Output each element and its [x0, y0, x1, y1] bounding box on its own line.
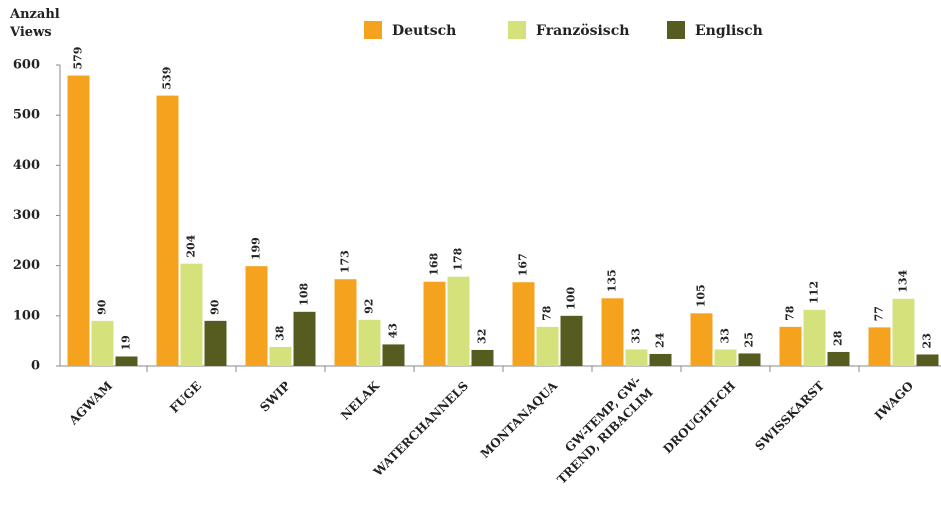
bar: [269, 346, 292, 366]
value-label: 92: [363, 299, 376, 314]
value-label: 135: [606, 269, 619, 292]
bar: [156, 95, 179, 366]
value-label: 77: [873, 306, 886, 321]
value-label: 90: [96, 299, 109, 315]
value-label: 33: [630, 328, 643, 343]
bar: [601, 298, 624, 366]
bar: [204, 320, 227, 366]
y-axis-label: Anzahl Views: [9, 7, 64, 40]
value-label: 24: [654, 332, 667, 348]
y-tick-label: 600: [13, 58, 40, 73]
bar: [382, 344, 405, 366]
legend-swatch: [364, 21, 382, 39]
legend-label: Deutsch: [392, 23, 456, 39]
bar: [916, 354, 939, 366]
bar: [536, 326, 559, 366]
bar: [471, 349, 494, 366]
value-label: 167: [517, 253, 530, 276]
y-tick-label: 200: [13, 258, 40, 273]
bar: [714, 349, 737, 366]
value-label: 173: [339, 250, 352, 273]
bar: [738, 353, 761, 366]
bar: [512, 282, 535, 366]
y-tick-label: 0: [31, 359, 40, 374]
value-label: 539: [161, 67, 174, 90]
bar: [803, 309, 826, 366]
bar: [67, 75, 90, 366]
y-tick-label: 300: [13, 208, 40, 223]
value-label: 28: [832, 330, 845, 346]
bar: [91, 320, 114, 366]
value-label: 105: [695, 284, 708, 307]
x-tick-label: SWIP: [257, 379, 293, 415]
bar: [892, 298, 915, 366]
bar: [690, 313, 713, 366]
value-label: 33: [719, 328, 732, 343]
x-tick-label: SWISSKARST: [752, 379, 827, 454]
x-tick-label: NELAK: [338, 378, 382, 422]
x-tick-label: AGWAM: [66, 379, 115, 428]
value-label: 168: [428, 252, 441, 275]
value-label: 90: [209, 299, 222, 315]
value-label: 32: [476, 329, 489, 344]
value-label: 100: [565, 287, 578, 310]
x-tick-label: IWAGO: [872, 379, 916, 423]
bar: [180, 263, 203, 366]
bar: [358, 319, 381, 366]
bar: [334, 279, 357, 366]
x-tick-label: WATERCHANNELS: [370, 379, 471, 480]
bar: [447, 276, 470, 366]
legend-label: Englisch: [695, 23, 763, 39]
legend-swatch: [667, 21, 685, 39]
bar: [649, 353, 672, 366]
value-label: 108: [298, 283, 311, 306]
bar: [245, 266, 268, 366]
bar: [293, 311, 316, 366]
legend-swatch: [508, 21, 526, 39]
value-label: 23: [921, 333, 934, 348]
bar: [827, 351, 850, 366]
x-tick-label: MONTANAQUA: [478, 378, 561, 461]
x-tick-label: FUGE: [167, 379, 204, 416]
bar: [560, 315, 583, 366]
x-tick-label: DROUGHT-CH: [661, 379, 739, 457]
bar: [115, 356, 138, 366]
value-label: 25: [743, 332, 756, 347]
legend-label: Französisch: [536, 23, 629, 39]
y-tick-label: 500: [13, 108, 40, 123]
value-label: 78: [784, 305, 797, 321]
value-label: 134: [897, 269, 910, 292]
bar: [625, 349, 648, 366]
value-label: 112: [808, 281, 821, 304]
y-tick-label: 400: [13, 158, 40, 173]
value-label: 579: [72, 47, 85, 70]
value-label: 78: [541, 305, 554, 321]
x-tick-label: GW-TEMP, GW-TREND, RIBACLIM: [542, 373, 655, 486]
value-label: 38: [274, 325, 287, 341]
value-label: 199: [250, 237, 263, 260]
value-label: 178: [452, 247, 465, 270]
bar: [868, 327, 891, 366]
value-label: 204: [185, 234, 198, 257]
value-label: 43: [387, 323, 400, 338]
bar: [423, 281, 446, 366]
value-label: 19: [120, 335, 133, 350]
y-tick-label: 100: [13, 308, 40, 323]
bar: [779, 326, 802, 366]
